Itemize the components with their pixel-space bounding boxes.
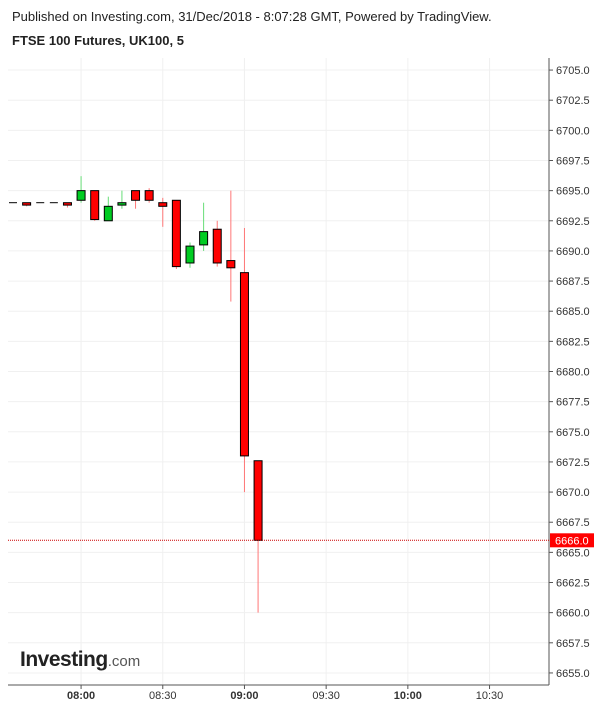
price-tick-label: 6667.5	[556, 517, 590, 529]
candle-body	[103, 205, 113, 222]
candle-body	[158, 202, 168, 207]
candle-body	[185, 245, 195, 264]
candle	[76, 176, 86, 203]
candle	[253, 460, 263, 613]
chart-title: FTSE 100 Futures, UK100, 5	[12, 33, 184, 48]
price-tick-label: 6655.0	[556, 668, 590, 680]
price-tick-label: 6665.0	[556, 547, 590, 559]
last-price-badge	[550, 533, 594, 548]
candle	[144, 188, 154, 203]
candle	[158, 197, 168, 227]
candle	[131, 190, 141, 209]
candle-body	[131, 190, 141, 201]
candle	[22, 202, 32, 207]
price-tick-label: 6697.5	[556, 155, 590, 167]
price-tick-label: 6672.5	[556, 457, 590, 469]
candle-body	[117, 202, 127, 206]
time-axis[interactable]: 08:00 08:30 09:00 09:30 10:00 10:30	[67, 685, 503, 702]
candle	[103, 196, 113, 222]
price-axis[interactable]: 6655.0 6657.5 6660.0 6662.5 6665.0 6667.5 6670…	[549, 65, 590, 680]
price-tick-label: 6670.0	[556, 487, 590, 499]
grid-lines	[8, 58, 549, 685]
time-tick-label: 10:00	[394, 690, 422, 702]
candle	[62, 202, 72, 208]
time-tick-label: 08:30	[149, 690, 177, 702]
candle-body	[171, 199, 181, 268]
candle-body	[226, 260, 236, 269]
candles	[9, 176, 263, 613]
price-tick-label: 6695.0	[556, 186, 590, 198]
candle-body	[239, 272, 249, 457]
price-tick-label: 6657.5	[556, 638, 590, 650]
investing-logo: Investing.com	[20, 648, 140, 672]
price-tick-label: 6662.5	[556, 578, 590, 590]
last-price-label: 6666.0	[555, 535, 589, 547]
candle	[239, 228, 249, 493]
candle	[226, 190, 236, 302]
candle	[117, 190, 127, 209]
candle-body	[62, 202, 72, 206]
price-tick-label: 6677.5	[556, 397, 590, 409]
price-tick-label: 6660.0	[556, 608, 590, 620]
candle-body	[76, 190, 86, 201]
candle	[185, 242, 195, 268]
published-caption: Published on Investing.com, 31/Dec/2018 …	[12, 9, 492, 24]
price-tick-label: 6690.0	[556, 246, 590, 258]
candle-body	[212, 228, 222, 264]
price-tick-label: 6702.5	[556, 95, 590, 107]
time-tick-label: 09:30	[312, 690, 340, 702]
last-price-line: 6666.0	[8, 533, 594, 548]
price-tick-label: 6692.5	[556, 216, 590, 228]
candle	[171, 199, 181, 270]
time-tick-label: 10:30	[476, 690, 504, 702]
candle	[199, 202, 209, 251]
logo-wordmark: Investing	[20, 648, 108, 671]
candle-body	[144, 190, 154, 201]
price-tick-label: 6675.0	[556, 427, 590, 439]
candle	[90, 190, 100, 221]
time-tick-label: 09:00	[230, 690, 258, 702]
price-tick-label: 6687.5	[556, 276, 590, 288]
logo-suffix: .com	[107, 653, 141, 670]
time-tick-label: 08:00	[67, 690, 95, 702]
price-tick-label: 6705.0	[556, 65, 590, 77]
candle-body	[199, 231, 209, 246]
candle-body	[253, 460, 263, 541]
candle	[212, 220, 222, 267]
candle-body	[22, 202, 32, 206]
candle-body	[90, 190, 100, 221]
price-tick-label: 6682.5	[556, 336, 590, 348]
price-tick-label: 6685.0	[556, 306, 590, 318]
price-tick-label: 6700.0	[556, 125, 590, 137]
price-tick-label: 6680.0	[556, 367, 590, 379]
